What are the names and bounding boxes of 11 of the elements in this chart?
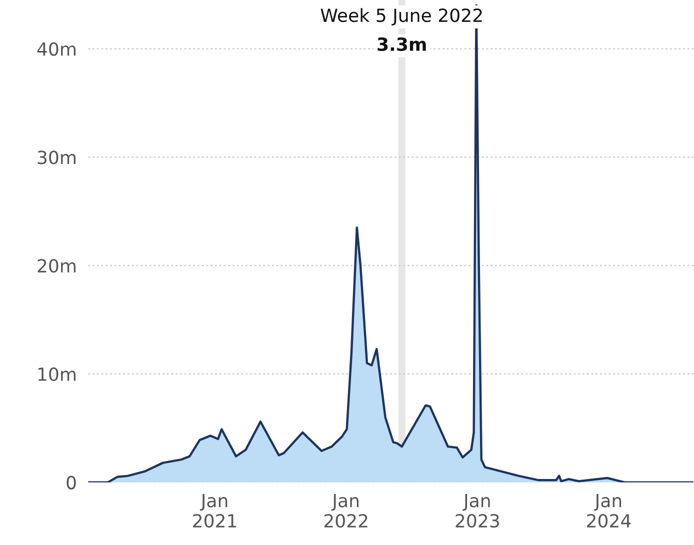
x-tick-label: Jan 2024	[587, 494, 631, 528]
y-tick-label: 30m	[38, 150, 76, 164]
y-tick-label: 40m	[37, 42, 76, 56]
y-tick-label: 10m	[38, 367, 76, 382]
x-tick-label: Jan 2022	[324, 494, 368, 528]
annotation: 3.3m	[378, 37, 426, 52]
ref-line-label: Week 5 June 2022	[320, 8, 482, 26]
x-tick-label: Jan 2021	[193, 494, 236, 528]
x-tick-label: Jan 2023	[456, 494, 499, 528]
y-tick-label: 20m	[38, 259, 76, 273]
y-tick-label: 0	[66, 476, 76, 490]
